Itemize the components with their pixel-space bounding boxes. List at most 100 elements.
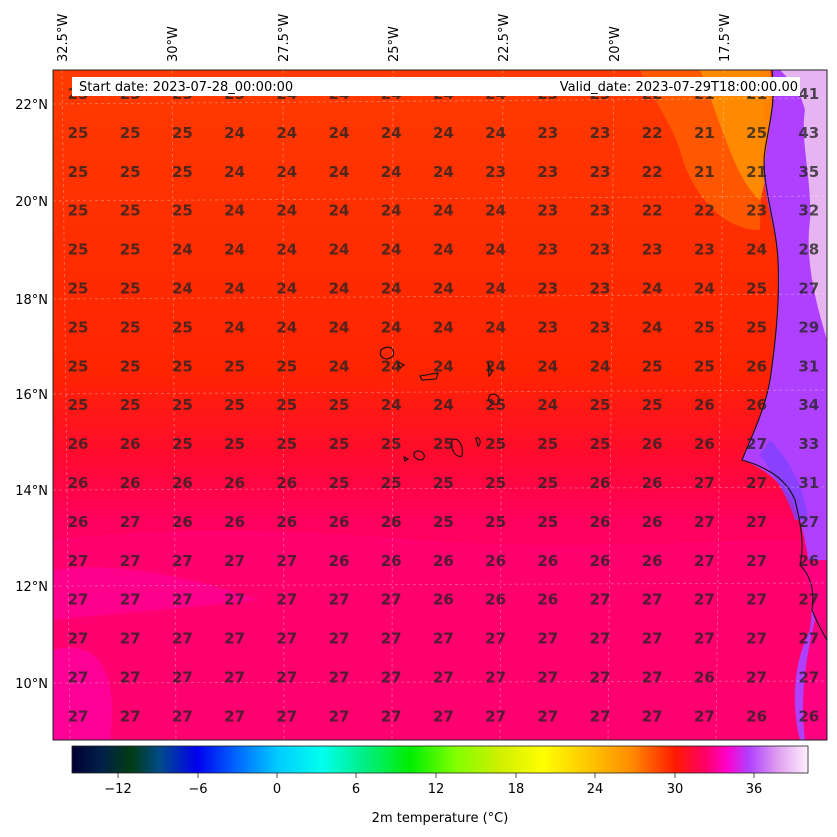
grid-value: 27 (537, 669, 558, 687)
grid-value: 27 (224, 669, 245, 687)
grid-value: 27 (381, 630, 402, 648)
grid-value: 25 (485, 474, 506, 492)
grid-value: 27 (798, 669, 819, 687)
grid-value: 27 (642, 707, 663, 725)
grid-value: 27 (537, 630, 558, 648)
grid-value: 25 (120, 124, 141, 142)
grid-value: 27 (381, 669, 402, 687)
grid-value: 27 (746, 552, 767, 570)
grid-value: 25 (433, 513, 454, 531)
grid-value: 23 (537, 318, 558, 336)
colorbar-label: 2m temperature (°C) (372, 811, 509, 826)
valid-date-label: Valid_date: 2023-07-29T18:00:00.00 (560, 80, 798, 95)
grid-value: 25 (642, 357, 663, 375)
grid-value: 24 (172, 241, 193, 259)
longitude-label: 25°W (387, 26, 402, 62)
grid-value: 27 (120, 707, 141, 725)
grid-value: 26 (172, 474, 193, 492)
grid-value: 27 (276, 591, 297, 609)
grid-value: 25 (276, 435, 297, 453)
grid-value: 27 (746, 513, 767, 531)
grid-value: 27 (172, 591, 193, 609)
grid-value: 23 (485, 163, 506, 181)
header-box (72, 77, 800, 96)
grid-value: 24 (433, 241, 454, 259)
grid-value: 26 (537, 591, 558, 609)
grid-value: 25 (381, 474, 402, 492)
grid-value: 24 (276, 202, 297, 220)
grid-value: 27 (224, 591, 245, 609)
grid-value: 27 (590, 591, 611, 609)
grid-value: 25 (433, 474, 454, 492)
grid-value: 24 (642, 280, 663, 298)
latitude-label: 12°N (15, 580, 48, 595)
grid-value: 25 (172, 124, 193, 142)
grid-value: 25 (537, 435, 558, 453)
grid-value: 23 (590, 318, 611, 336)
grid-value: 27 (276, 630, 297, 648)
longitude-label: 20°W (608, 26, 623, 62)
grid-value: 21 (694, 163, 715, 181)
grid-value: 34 (798, 396, 819, 414)
grid-value: 27 (433, 630, 454, 648)
grid-value: 27 (694, 707, 715, 725)
grid-value: 27 (485, 630, 506, 648)
grid-value: 26 (590, 552, 611, 570)
grid-value: 24 (485, 241, 506, 259)
colorbar-tick-label: 0 (273, 782, 281, 797)
grid-value: 27 (120, 591, 141, 609)
grid-value: 26 (433, 552, 454, 570)
latitude-label: 20°N (15, 195, 48, 210)
grid-value: 25 (642, 396, 663, 414)
grid-value: 27 (433, 707, 454, 725)
grid-value: 26 (68, 474, 89, 492)
latitude-label: 10°N (15, 677, 48, 692)
temperature-field (53, 70, 827, 740)
grid-value: 26 (642, 435, 663, 453)
grid-value: 27 (172, 707, 193, 725)
grid-value: 27 (224, 552, 245, 570)
grid-value: 24 (381, 124, 402, 142)
grid-value: 25 (68, 357, 89, 375)
grid-value: 24 (329, 163, 350, 181)
grid-value: 24 (746, 241, 767, 259)
grid-value: 25 (537, 474, 558, 492)
grid-value: 26 (485, 591, 506, 609)
grid-value: 25 (120, 357, 141, 375)
grid-value: 26 (224, 513, 245, 531)
grid-value: 24 (224, 241, 245, 259)
grid-value: 33 (798, 435, 819, 453)
grid-value: 22 (642, 163, 663, 181)
grid-value: 24 (485, 280, 506, 298)
grid-value: 21 (694, 124, 715, 142)
colorbar-tick-label: 24 (587, 782, 604, 797)
grid-value: 27 (798, 513, 819, 531)
grid-value: 25 (68, 163, 89, 181)
grid-value: 24 (433, 124, 454, 142)
grid-value: 27 (694, 474, 715, 492)
grid-value: 27 (746, 630, 767, 648)
grid-value: 43 (798, 124, 819, 142)
grid-value: 27 (642, 630, 663, 648)
grid-value: 25 (746, 318, 767, 336)
grid-value: 27 (798, 280, 819, 298)
grid-value: 24 (381, 202, 402, 220)
grid-value: 25 (172, 202, 193, 220)
grid-value-labels: 25 25 25 25 24 24 24 24 24 23 23 22 21 21 41 25 25 25 24 24… (68, 85, 820, 725)
grid-value: 27 (798, 591, 819, 609)
grid-value: 24 (590, 357, 611, 375)
grid-value: 24 (329, 280, 350, 298)
grid-value: 26 (329, 513, 350, 531)
grid-value: 26 (642, 552, 663, 570)
grid-value: 27 (694, 513, 715, 531)
grid-value: 24 (381, 280, 402, 298)
grid-value: 27 (798, 630, 819, 648)
grid-value: 27 (329, 669, 350, 687)
grid-value: 25 (172, 163, 193, 181)
grid-value: 27 (329, 630, 350, 648)
grid-value: 24 (433, 318, 454, 336)
grid-value: 27 (68, 591, 89, 609)
grid-value: 25 (381, 435, 402, 453)
grid-value: 23 (590, 124, 611, 142)
